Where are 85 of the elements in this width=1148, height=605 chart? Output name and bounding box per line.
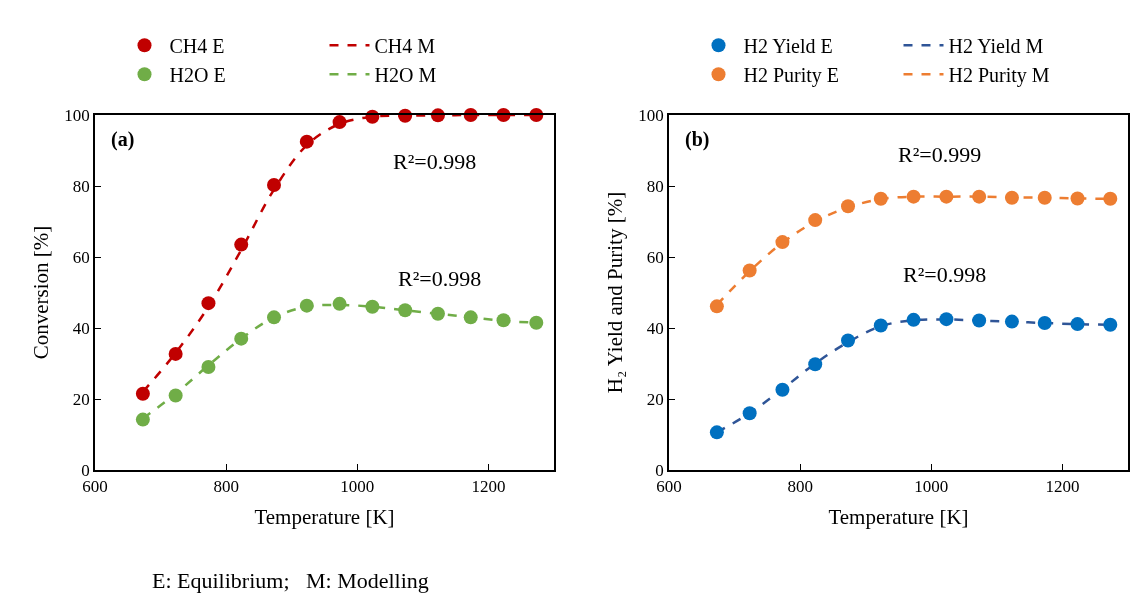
point xyxy=(709,299,724,314)
point xyxy=(135,386,150,401)
legend-label: H2 Yield M xyxy=(948,35,1044,57)
point xyxy=(808,213,823,228)
point xyxy=(1004,314,1019,329)
point xyxy=(742,406,757,421)
x-axis-title: Temperature [K] xyxy=(828,504,969,529)
x-axis-title: Temperature [K] xyxy=(254,504,395,529)
point xyxy=(430,306,445,321)
point xyxy=(906,312,921,327)
x-tick-label: 600 xyxy=(656,477,682,497)
annotation: R²=0.998 xyxy=(393,149,477,174)
point xyxy=(496,313,511,328)
x-tick-label: 1200 xyxy=(1045,477,1080,497)
y-tick-label: 80 xyxy=(72,176,90,196)
point xyxy=(1070,191,1085,206)
point xyxy=(299,134,314,149)
point xyxy=(808,357,823,372)
y-tick-label: 0 xyxy=(81,460,90,480)
point xyxy=(168,388,183,403)
point xyxy=(972,189,987,204)
legend-label: H2 Purity M xyxy=(948,64,1050,87)
point xyxy=(267,310,282,325)
annotation: R²=0.999 xyxy=(898,142,982,167)
point xyxy=(365,299,380,314)
y-tick-label: 40 xyxy=(72,318,90,338)
y-tick-label: 20 xyxy=(72,389,90,409)
point xyxy=(1103,191,1118,206)
text: E: Equilibrium; M: Modelling xyxy=(152,568,429,593)
point xyxy=(1037,316,1052,331)
point xyxy=(529,315,544,330)
point xyxy=(1037,190,1052,205)
x-tick-label: 1000 xyxy=(340,477,375,497)
point xyxy=(841,333,856,348)
annotation: (a) xyxy=(111,128,135,151)
point xyxy=(463,310,478,325)
legend-label: CH4 M xyxy=(374,35,436,57)
point xyxy=(1103,317,1118,332)
y-tick-label: 80 xyxy=(646,176,664,196)
point xyxy=(201,296,216,311)
y-tick-label: 60 xyxy=(646,247,664,267)
y-tick-label: 100 xyxy=(64,105,90,125)
annotation: R²=0.998 xyxy=(903,262,987,287)
point xyxy=(939,312,954,327)
point xyxy=(135,412,150,427)
y-tick-label: 0 xyxy=(655,460,664,480)
annotation: R²=0.998 xyxy=(398,266,482,291)
x-tick-label: 600 xyxy=(82,477,108,497)
legend-label: H2O M xyxy=(374,64,437,86)
point xyxy=(906,189,921,204)
legend-label: CH4 E xyxy=(169,35,225,57)
point xyxy=(398,303,413,318)
point xyxy=(775,235,790,250)
point xyxy=(972,313,987,328)
y-tick-label: 20 xyxy=(646,389,664,409)
legend-label: H2 Yield E xyxy=(743,35,833,57)
x-tick-label: 1200 xyxy=(471,477,506,497)
point xyxy=(234,331,249,346)
x-tick-label: 800 xyxy=(787,477,813,497)
y-tick-label: 100 xyxy=(638,105,664,125)
point xyxy=(841,199,856,214)
y-tick-label: 60 xyxy=(72,247,90,267)
annotation: (b) xyxy=(685,128,710,151)
point xyxy=(1004,190,1019,205)
point xyxy=(234,237,249,252)
point xyxy=(168,346,183,361)
point xyxy=(299,298,314,313)
point xyxy=(332,296,347,311)
legend-label: H2O E xyxy=(169,64,226,86)
x-tick-label: 800 xyxy=(213,477,239,497)
legend-label: H2 Purity E xyxy=(743,64,840,87)
point xyxy=(332,115,347,130)
point xyxy=(267,177,282,192)
y-axis-title: H₂ Yield and Purity [%] xyxy=(603,191,627,394)
point xyxy=(742,263,757,278)
y-tick-label: 40 xyxy=(646,318,664,338)
point xyxy=(873,318,888,333)
point xyxy=(201,360,216,375)
point xyxy=(709,425,724,440)
y-axis-title: Conversion [%] xyxy=(29,225,53,360)
point xyxy=(775,382,790,397)
point xyxy=(873,191,888,206)
point xyxy=(939,189,954,204)
point xyxy=(1070,317,1085,332)
x-tick-label: 1000 xyxy=(914,477,949,497)
